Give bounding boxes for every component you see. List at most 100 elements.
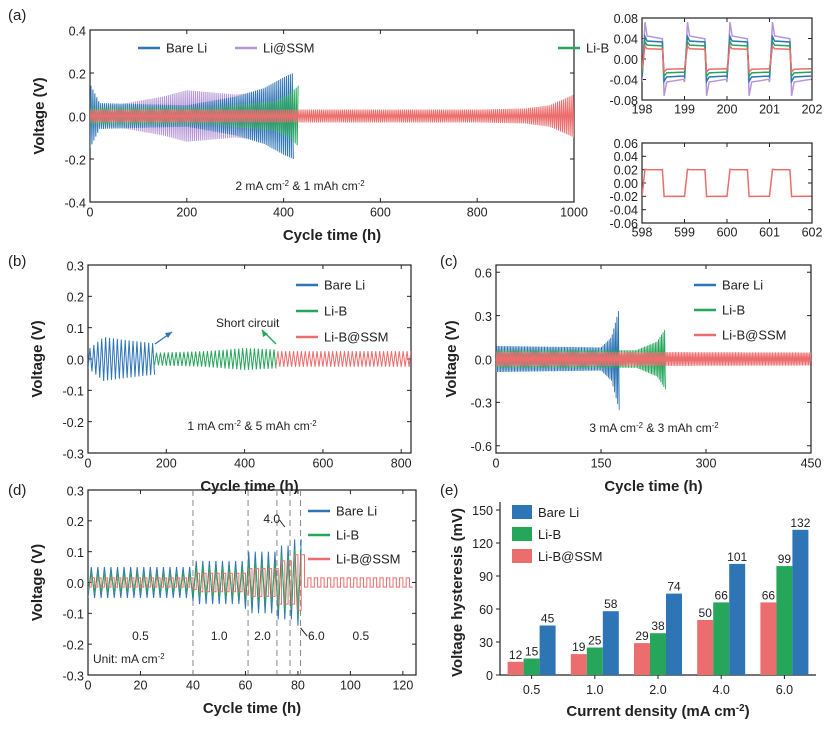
arrow-head — [165, 332, 172, 338]
series-li-b-ssm — [642, 168, 812, 198]
x-tick-label: 120 — [392, 679, 413, 693]
y-tick-label: 0.3 — [475, 310, 492, 324]
chart-panel-d: 0 20 40 60 80 100 120 -0.3 -0.2 -0.1 0.0 0.1 0.2 0.3 C… — [8, 482, 417, 717]
bar-value-label: 66 — [762, 588, 776, 602]
y-axis-title: Voltage (V) — [29, 544, 46, 621]
bar-li-b — [523, 658, 540, 675]
bar-bare-li — [539, 625, 556, 675]
x-tick-label: 1000 — [560, 206, 588, 220]
x-tick-label: 2.0 — [649, 683, 666, 697]
condition-label: 2 mA cm-2 & 1 mAh cm-2 — [235, 179, 364, 194]
bar-bare-li — [666, 593, 682, 675]
x-tick-label: 201 — [759, 103, 780, 117]
series-bare-li — [642, 33, 812, 85]
x-tick-label: 400 — [273, 206, 294, 220]
legend-label: Bare Li — [166, 41, 207, 56]
x-tick-label: 150 — [591, 457, 612, 471]
series-bare-li — [88, 337, 156, 381]
x-tick-label: 100 — [340, 679, 361, 693]
y-tick-label: 0.0 — [69, 110, 86, 124]
legend-label: Li-B@SSM — [324, 330, 389, 345]
series-li-b-ssm — [642, 44, 812, 74]
y-axis-title: Voltage hysteresis (mV) — [449, 508, 466, 677]
x-tick-label: 598 — [632, 226, 653, 240]
x-tick-label: 0 — [87, 206, 94, 220]
bar-bare-li — [792, 529, 809, 675]
y-tick-label: 0.00 — [614, 177, 638, 191]
x-axis-title: Cycle time (h) — [200, 478, 298, 495]
bar-li-b-ssm — [507, 661, 524, 675]
bar-value-label: 38 — [651, 619, 665, 633]
y-tick-label: -0.3 — [470, 397, 492, 411]
condition-label: 3 mA cm-2 & 3 mAh cm-2 — [589, 421, 718, 436]
x-tick-label: 60 — [238, 679, 252, 693]
y-axis-title: Voltage (V) — [31, 77, 48, 154]
bar-value-label: 101 — [727, 550, 747, 564]
y-tick-label: 0.1 — [67, 546, 84, 560]
x-tick-label: 599 — [674, 226, 695, 240]
series-li-b-ssm — [496, 351, 811, 367]
bar-value-label: 99 — [778, 552, 792, 566]
series-li-b — [88, 548, 302, 617]
x-tick-label: 0 — [493, 457, 500, 471]
y-tick-label: -0.02 — [610, 190, 639, 204]
y-tick-label: 0.3 — [67, 484, 84, 498]
legend-label: Bare Li — [722, 278, 763, 293]
x-tick-label: 602 — [802, 226, 823, 240]
bar-li-b-ssm — [760, 602, 777, 675]
y-tick-label: 0.00 — [614, 53, 638, 67]
legend-label: Li-B — [538, 527, 561, 542]
bar-value-label: 29 — [635, 629, 649, 643]
y-tick-label: 0.0 — [475, 353, 492, 367]
y-tick-label: -0.1 — [62, 608, 84, 622]
y-axis-title: Voltage (V) — [29, 320, 46, 397]
series-li-b-ssm — [88, 554, 413, 611]
bar-value-label: 25 — [588, 634, 602, 648]
x-tick-label: 4.0 — [713, 683, 730, 697]
bar-value-label: 74 — [667, 580, 681, 594]
y-tick-label: -0.04 — [610, 203, 639, 217]
x-axis-title: Current density (mA cm-2) — [566, 703, 749, 721]
unit-note: Unit: mA cm-2 — [93, 652, 165, 667]
y-tick-label: 0.4 — [69, 24, 86, 38]
y-tick-label: -0.04 — [610, 73, 639, 87]
y-tick-label: 0.2 — [67, 291, 84, 305]
bar-li-b — [713, 602, 730, 675]
legend-label: Bare Li — [538, 505, 579, 520]
bar-value-label: 58 — [604, 597, 618, 611]
y-tick-label: 0.1 — [67, 322, 84, 336]
x-tick-label: 40 — [186, 679, 200, 693]
rate-label: 0.5 — [132, 629, 149, 643]
x-tick-label: 202 — [802, 103, 823, 117]
bar-value-label: 66 — [715, 588, 729, 602]
condition-label: 1 mA cm-2 & 5 mAh cm-2 — [187, 419, 316, 434]
legend-label: Li-B@SSM — [722, 328, 787, 343]
y-tick-label: 0.2 — [67, 515, 84, 529]
plot-frame — [641, 17, 813, 101]
y-tick-label: -0.2 — [62, 416, 84, 430]
rate-label: 2.0 — [254, 629, 271, 643]
rate-label: 6.0 — [308, 629, 325, 643]
bar-value-label: 15 — [525, 645, 539, 659]
y-tick-label: -0.6 — [470, 440, 492, 454]
y-tick-label: 30 — [479, 636, 493, 650]
series-li-b-ssm — [275, 351, 411, 367]
legend-swatch — [512, 505, 532, 519]
y-tick-label: 0.0 — [67, 577, 84, 591]
short-circuit-label: Short circuit — [216, 316, 280, 330]
x-tick-label: 199 — [674, 103, 695, 117]
panel-label: (a) — [8, 7, 26, 24]
rate-pointer — [279, 519, 286, 528]
bar-bare-li — [729, 563, 746, 675]
x-tick-label: 400 — [234, 457, 255, 471]
y-tick-label: 90 — [479, 570, 493, 584]
bar-value-label: 12 — [509, 648, 523, 662]
x-tick-label: 80 — [291, 679, 305, 693]
legend-label: Li-B@SSM — [538, 549, 603, 564]
y-tick-label: -0.08 — [610, 94, 639, 108]
y-tick-label: 0.06 — [614, 137, 638, 151]
rate-label: 1.0 — [211, 629, 228, 643]
x-tick-label: 0 — [85, 457, 92, 471]
legend-label: Li-B — [324, 304, 347, 319]
